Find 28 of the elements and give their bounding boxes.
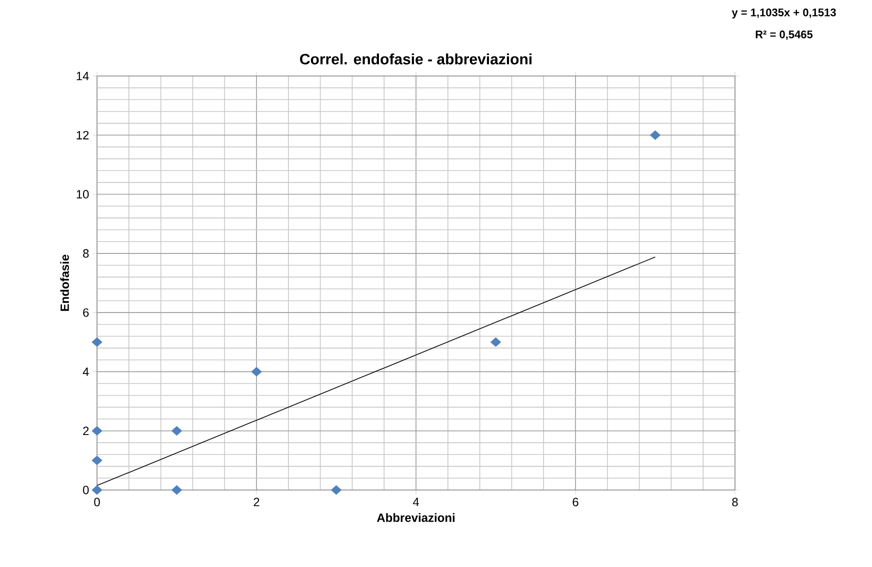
y-tick-label: 2 [83, 426, 89, 436]
point [251, 366, 262, 376]
y-axis-title: Endofasie [60, 254, 69, 311]
x-tick-label: 2 [254, 498, 260, 506]
y-tick-label: 4 [82, 368, 89, 376]
point [490, 337, 502, 347]
y-tick-label: 6 [83, 308, 89, 317]
y-tick-label: 10 [76, 190, 89, 199]
y-tick-label: 0 [83, 486, 89, 494]
point [171, 485, 182, 495]
text: R² = 0,5465 [756, 30, 813, 40]
point [92, 337, 102, 347]
x-tick-label: 8 [732, 498, 738, 506]
point [92, 456, 102, 466]
point [92, 426, 102, 436]
point [330, 485, 342, 495]
text: y = 1,1035x + 0,1513 [732, 8, 836, 18]
x-tick-label: 0 [94, 498, 100, 506]
y-tick-label: 12 [76, 130, 89, 140]
point [650, 130, 661, 140]
y-tick-label: 8 [83, 249, 89, 258]
point [92, 485, 102, 495]
point [171, 426, 182, 436]
x-tick-label: 6 [572, 498, 578, 506]
chart-title: Correl. endofasie - abbreviazioni [300, 53, 532, 64]
y-tick-label: 14 [76, 72, 89, 80]
x-axis-title: Abbreviazioni [376, 513, 454, 522]
x-tick-label: 4 [412, 498, 419, 506]
